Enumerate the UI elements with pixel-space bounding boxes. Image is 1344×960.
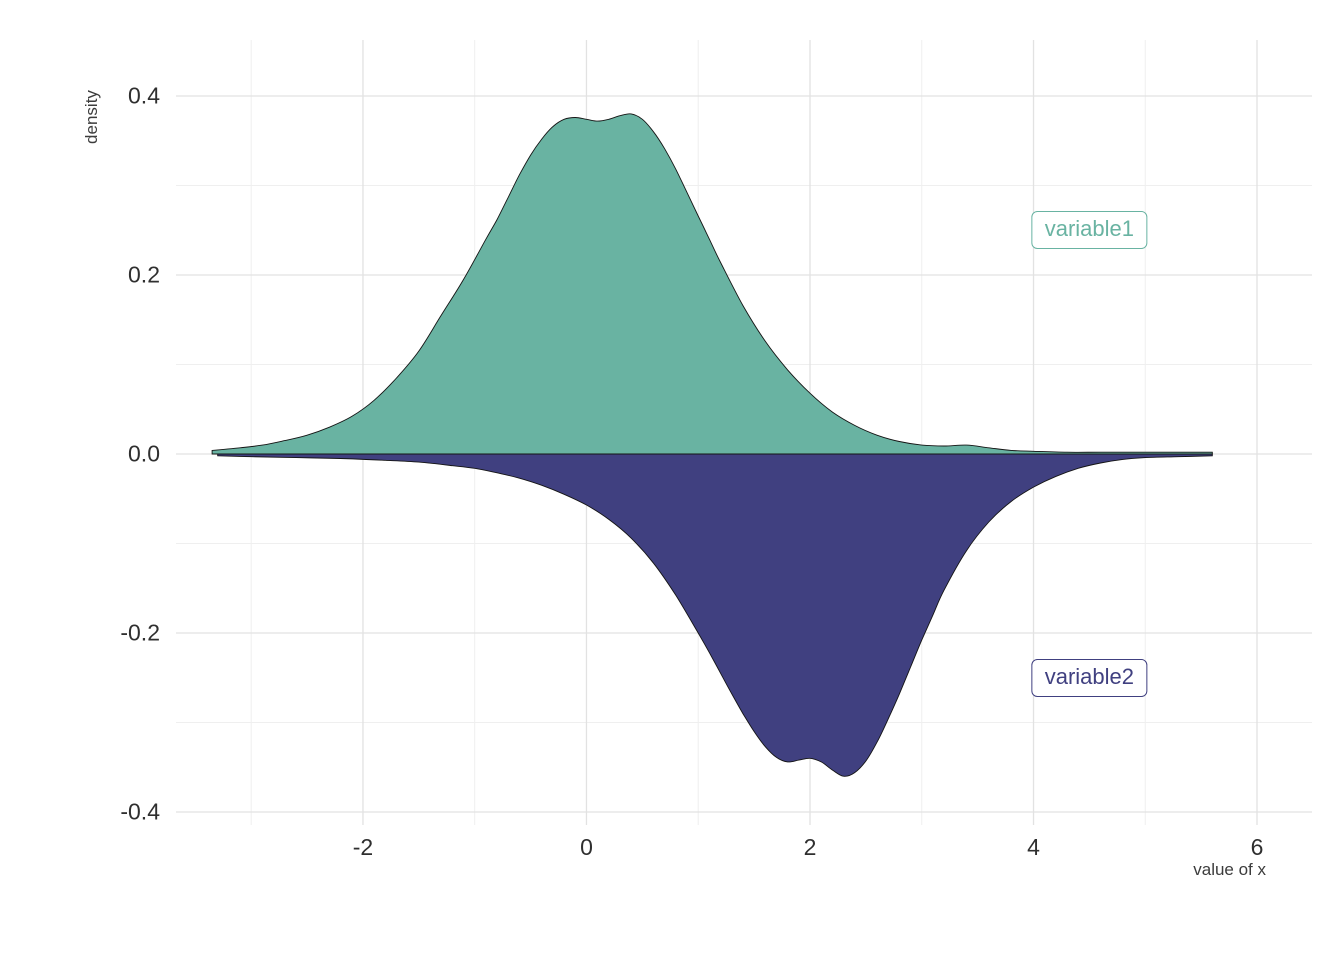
variable2-density-area <box>217 453 1213 777</box>
x-tick-label: 2 <box>803 834 817 860</box>
y-tick-label: 0.0 <box>128 440 160 467</box>
variable1-density-area <box>211 113 1213 455</box>
variable2-label: variable2 <box>1031 658 1148 697</box>
x-tick-label: 6 <box>1250 834 1264 860</box>
y-tick-label: -0.4 <box>120 798 160 825</box>
y-axis-title: density <box>82 90 101 144</box>
x-axis-title: value of x <box>1193 860 1266 879</box>
y-tick-label: -0.2 <box>120 619 160 646</box>
x-tick-label: -2 <box>352 834 374 860</box>
x-tick-label: 4 <box>1027 834 1040 860</box>
y-tick-label: 0.2 <box>128 261 160 288</box>
x-tick-label: 0 <box>580 834 593 860</box>
variable1-label: variable1 <box>1031 211 1148 250</box>
y-tick-label: 0.4 <box>128 82 160 109</box>
